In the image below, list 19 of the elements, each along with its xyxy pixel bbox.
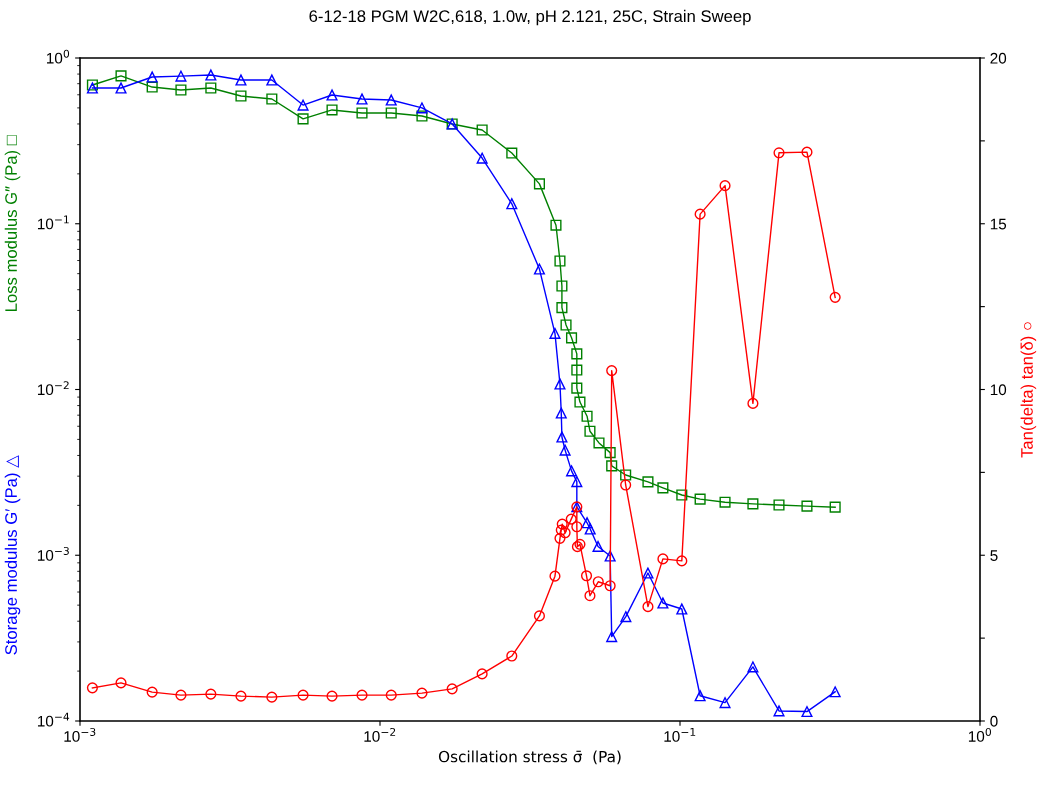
x-tick-label: 10$^{0}$ <box>968 727 992 742</box>
y2-tick-label: 5 <box>990 550 998 561</box>
y-tick-label: 10$^{−3}$ <box>37 546 69 561</box>
y-tick-label: 10$^{0}$ <box>47 49 70 64</box>
y-tick-label: 10$^{−1}$ <box>37 215 69 230</box>
y2-tick-label: 10 <box>990 384 1007 396</box>
y-tick-label: 10$^{−4}$ <box>37 712 70 727</box>
x-tick-label: 10$^{−3}$ <box>64 727 96 742</box>
y2-tick-label: 0 <box>990 715 998 727</box>
chart-title: 6-12-18 PGM W2C,618, 1.0w, pH 2.121, 25C, Strain Sweep <box>309 9 751 26</box>
x-tick-label: 10$^{−2}$ <box>364 727 396 742</box>
y-tick-label: 10$^{−2}$ <box>37 381 69 396</box>
x-tick-label: 10$^{−1}$ <box>664 728 696 742</box>
y2-tick-label: 15 <box>990 218 1007 230</box>
x-axis-title: Oscillation stress σ̄ (Pa) <box>438 750 621 765</box>
y2-tick-label: 20 <box>990 52 1007 64</box>
y2-axis-title: Tan(delta) tan(δ) ○ <box>1020 322 1037 458</box>
text: Loss modulus G″ (Pa) □ <box>4 135 21 311</box>
text: Storage modulus G′ (Pa) △ <box>4 455 21 655</box>
